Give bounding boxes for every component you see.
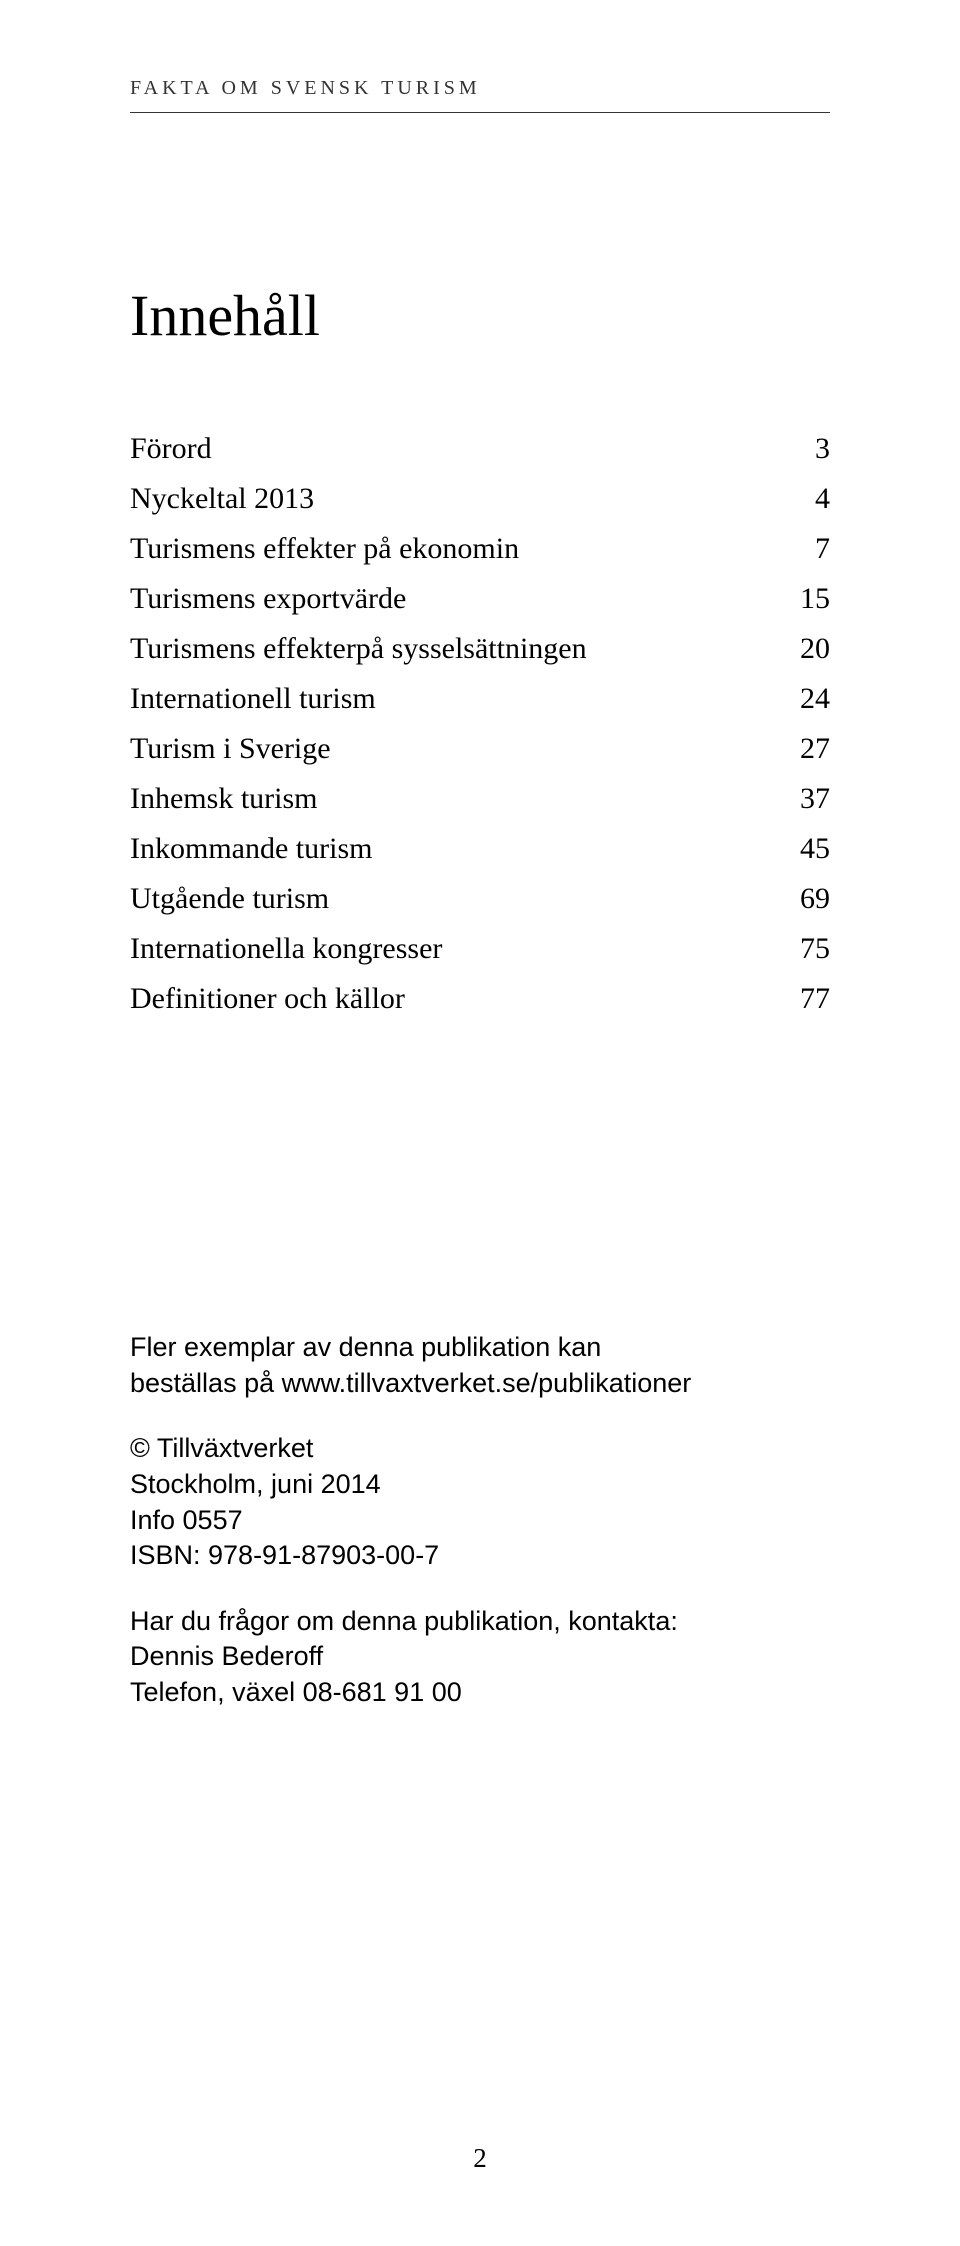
- page-number: 2: [0, 2143, 960, 2174]
- toc-page-number: 20: [780, 632, 830, 666]
- footer-text: Stockholm, juni 2014: [130, 1467, 830, 1503]
- toc-page-number: 3: [780, 432, 830, 466]
- toc-page-number: 7: [780, 532, 830, 566]
- toc-row: Turismens effekterpå sysselsättningen 20: [130, 632, 830, 666]
- footer-text: Info 0557: [130, 1503, 830, 1539]
- toc-row: Turism i Sverige 27: [130, 732, 830, 766]
- toc-label: Inkommande turism: [130, 832, 780, 866]
- toc-row: Nyckeltal 2013 4: [130, 482, 830, 516]
- toc-row: Turismens exportvärde 15: [130, 582, 830, 616]
- footer-section: Fler exemplar av denna publikation kan b…: [130, 1330, 830, 1741]
- toc-page-number: 27: [780, 732, 830, 766]
- toc-row: Förord 3: [130, 432, 830, 466]
- toc-row: Turismens effekter på ekonomin 7: [130, 532, 830, 566]
- toc-page-number: 77: [780, 982, 830, 1016]
- toc-label: Turismens exportvärde: [130, 582, 780, 616]
- toc-label: Turism i Sverige: [130, 732, 780, 766]
- toc-page-number: 37: [780, 782, 830, 816]
- page-header: FAKTA OM SVENSK TURISM: [130, 77, 481, 100]
- footer-isbn: ISBN: 978-91-87903-00-7: [130, 1538, 830, 1574]
- toc-page-number: 15: [780, 582, 830, 616]
- toc-label: Nyckeltal 2013: [130, 482, 780, 516]
- toc-row: Inkommande turism 45: [130, 832, 830, 866]
- table-of-contents: Förord 3 Nyckeltal 2013 4 Turismens effe…: [130, 432, 830, 1032]
- footer-contact-name: Dennis Bederoff: [130, 1639, 830, 1675]
- toc-page-number: 45: [780, 832, 830, 866]
- toc-label: Internationell turism: [130, 682, 780, 716]
- toc-label: Inhemsk turism: [130, 782, 780, 816]
- page-title: Innehåll: [130, 282, 320, 349]
- toc-label: Utgående turism: [130, 882, 780, 916]
- toc-label: Turismens effekterpå sysselsättningen: [130, 632, 780, 666]
- footer-text: beställas på www.tillvaxtverket.se/publi…: [130, 1366, 830, 1402]
- toc-label: Definitioner och källor: [130, 982, 780, 1016]
- footer-ordering-info: Fler exemplar av denna publikation kan b…: [130, 1330, 830, 1401]
- toc-row: Utgående turism 69: [130, 882, 830, 916]
- footer-contact-info: Har du frågor om denna publikation, kont…: [130, 1604, 830, 1711]
- footer-text: Har du frågor om denna publikation, kont…: [130, 1604, 830, 1640]
- header-divider: [130, 112, 830, 113]
- toc-row: Inhemsk turism 37: [130, 782, 830, 816]
- toc-label: Förord: [130, 432, 780, 466]
- footer-phone: Telefon, växel 08-681 91 00: [130, 1675, 830, 1711]
- toc-row: Definitioner och källor 77: [130, 982, 830, 1016]
- toc-row: Internationell turism 24: [130, 682, 830, 716]
- toc-label: Internationella kongresser: [130, 932, 780, 966]
- toc-page-number: 4: [780, 482, 830, 516]
- footer-copyright: © Tillväxtverket: [130, 1431, 830, 1467]
- footer-publication-info: © Tillväxtverket Stockholm, juni 2014 In…: [130, 1431, 830, 1574]
- toc-page-number: 75: [780, 932, 830, 966]
- footer-text: Fler exemplar av denna publikation kan: [130, 1330, 830, 1366]
- toc-label: Turismens effekter på ekonomin: [130, 532, 780, 566]
- toc-row: Internationella kongresser 75: [130, 932, 830, 966]
- toc-page-number: 69: [780, 882, 830, 916]
- toc-page-number: 24: [780, 682, 830, 716]
